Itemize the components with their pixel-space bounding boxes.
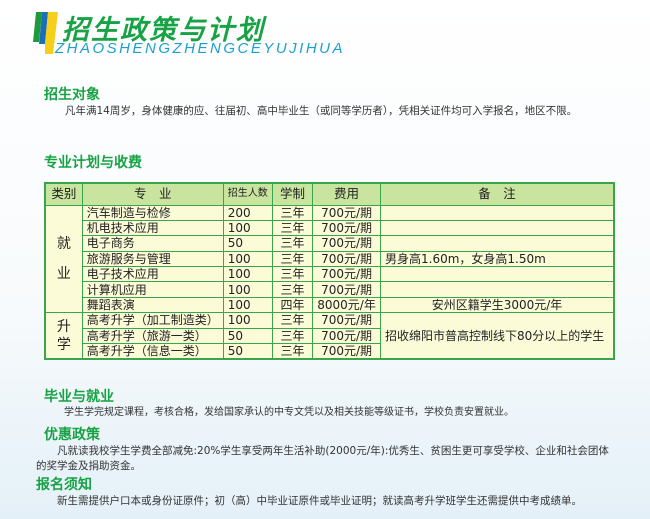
enrollment-table: 类别 专 业 招生人数 学制 费用 备 注 就 业汽车制造与检修 200 三年 700… (44, 182, 615, 361)
table-row: 电子商务 50 三年 700元/期 (45, 235, 615, 252)
note-cell (380, 235, 615, 252)
note-cell (380, 281, 615, 298)
major-cell: 电子技术应用 (81, 266, 224, 283)
section-text: 凡就读我校学生学费全部减免:20%学生享受两年生活补助(2000元/年):优秀生… (36, 445, 609, 472)
section-text: 新生需提供户口本或身份证原件；初（高）中毕业证原件或毕业证明；就读高考升学班学生… (57, 495, 582, 507)
table-row: 电子技术应用 100 三年 700元/期 (45, 266, 615, 283)
note-cell (380, 266, 615, 283)
note-cell: 招收绵阳市普高控制线下80分以上的学生 (380, 312, 615, 360)
major-cell: 机电技术应用 (81, 219, 224, 237)
col-header: 费用 (312, 182, 382, 206)
section-title: 毕业与就业 (44, 389, 114, 405)
table-row: 机电技术应用 100 三年 700元/期 (45, 219, 615, 237)
table-row: 计算机应用 100 三年 700元/期 (45, 281, 615, 298)
fee-cell: 700元/期 (312, 266, 382, 283)
note-cell: 安州区籍学生3000元/年 (380, 296, 615, 314)
major-cell: 汽车制造与检修 (81, 204, 224, 221)
fee-cell: 700元/期 (312, 281, 382, 298)
quota-cell: 100 (222, 296, 273, 314)
quota-cell: 100 (222, 266, 273, 283)
table-row: 升 学高考升学（加工制造类） 100 三年 700元/期 招收绵阳市普高控制线下80分以… (44, 312, 615, 360)
table-row: 舞蹈表演 100 四年 8000元/年 安州区籍学生3000元/年 (45, 296, 615, 314)
table-row: 旅游服务与管理 100 三年 700元/期 男身高1.60m，女身高1.50m (45, 250, 615, 268)
col-header: 专 业 (81, 182, 224, 206)
page-title: 招生政策与计划 (62, 15, 265, 46)
fee-cell: 700元/期 (312, 219, 382, 237)
duration-cell: 三年 (271, 250, 314, 268)
major-cell: 电子商务 (81, 235, 224, 252)
col-header: 类别 (44, 182, 83, 206)
note-cell (380, 204, 615, 221)
section-title: 专业计划与收费 (44, 155, 142, 171)
quota-cell: 50 (222, 327, 273, 345)
note-cell: 男身高1.60m，女身高1.50m (380, 250, 615, 268)
major-cell: 旅游服务与管理 (81, 250, 224, 268)
section-text: 凡年满14周岁，身体健康的应、往届初、高中毕业生（或同等学历者），凭相关证件均可… (65, 105, 578, 117)
duration-cell: 三年 (271, 327, 314, 345)
fee-cell: 700元/期 (312, 204, 382, 221)
fee-cell: 700元/期 (312, 327, 382, 345)
duration-cell: 三年 (271, 281, 314, 298)
col-header: 备 注 (380, 182, 615, 206)
quota-cell: 100 (222, 250, 273, 268)
major-cell: 高考升学（加工制造类） (81, 312, 224, 329)
major-cell: 计算机应用 (81, 281, 224, 298)
quota-cell: 100 (222, 312, 273, 329)
major-cell: 舞蹈表演 (81, 296, 224, 314)
major-cell: 高考升学（旅游一类） (81, 327, 224, 345)
logo-icon (33, 12, 58, 54)
quota-cell: 100 (222, 219, 273, 237)
duration-cell: 三年 (271, 343, 314, 360)
page-subtitle: ZHAOSHENGZHENGCEYUJIHUA (55, 40, 346, 57)
note-cell (380, 219, 615, 237)
duration-cell: 三年 (271, 219, 314, 237)
fee-cell: 700元/期 (312, 312, 382, 329)
quota-cell: 100 (222, 281, 273, 298)
col-header: 招生人数 (222, 182, 273, 206)
duration-cell: 三年 (271, 312, 314, 329)
section-title: 优惠政策 (44, 427, 100, 443)
col-header: 学制 (271, 182, 314, 206)
duration-cell: 三年 (271, 204, 314, 221)
section-title: 报名须知 (36, 477, 92, 493)
duration-cell: 三年 (271, 235, 314, 252)
duration-cell: 三年 (271, 266, 314, 283)
fee-cell: 700元/期 (312, 235, 382, 252)
major-cell: 高考升学（信息一类） (81, 343, 224, 360)
section-title: 招生对象 (44, 87, 100, 103)
fee-cell: 700元/期 (312, 343, 382, 360)
category-cell: 升 学 (44, 312, 83, 360)
fee-cell: 700元/期 (312, 250, 382, 268)
section-text: 学生学完规定课程，考核合格，发给国家承认的中专文凭以及相关技能等级证书，学校负责… (64, 407, 514, 418)
quota-cell: 200 (222, 204, 273, 221)
table-row: 高考升学（信息一类） 50 三年 700元/期 (45, 343, 614, 360)
quota-cell: 50 (222, 235, 273, 252)
table-row: 就 业汽车制造与检修 200 三年 700元/期 (44, 204, 615, 314)
quota-cell: 50 (222, 343, 273, 360)
table-row: 高考升学（旅游一类） 50 三年 700元/期 (45, 327, 614, 345)
category-cell: 就 业 (44, 204, 83, 314)
fee-cell: 8000元/年 (312, 296, 382, 314)
duration-cell: 四年 (271, 296, 314, 314)
